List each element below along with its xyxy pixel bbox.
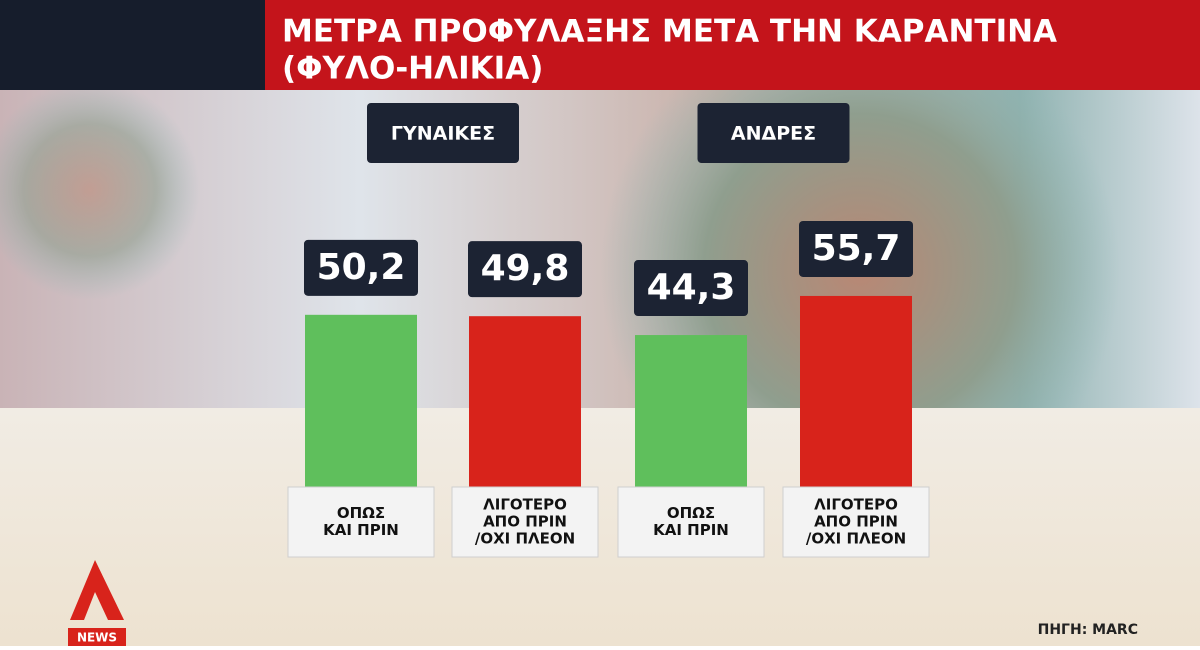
value-label-box xyxy=(634,260,748,317)
bar xyxy=(800,295,912,487)
logo-mark xyxy=(70,560,124,620)
value-label: 44,3 xyxy=(647,267,736,308)
group-label-box xyxy=(697,103,850,163)
value-label: 50,2 xyxy=(317,247,406,288)
category-box xyxy=(287,486,435,558)
value-label-box xyxy=(304,239,418,296)
x-tick-label: ΚΑΙ ΠΡΙΝ xyxy=(323,521,399,539)
virus-image xyxy=(0,80,200,300)
group-label: ΑΝΔΡΕΣ xyxy=(731,123,816,145)
x-tick-label: ΑΠΟ ΠΡΙΝ xyxy=(483,513,567,531)
logo-text: NEWS xyxy=(77,631,117,645)
chart-title: ΜΕΤΡΑ ΠΡΟΦΥΛΑΞΗΣ ΜΕΤΑ ΤΗΝ ΚΑΡΑΝΤΙΝΑ xyxy=(282,14,1057,50)
x-tick-label: ΛΙΓΟΤΕΡΟ xyxy=(483,496,567,514)
x-tick-label: ΟΠΩΣ xyxy=(337,504,385,522)
x-tick-label: /ΟΧΙ ΠΛΕΟΝ xyxy=(806,530,906,548)
x-tick-label: ΚΑΙ ΠΡΙΝ xyxy=(653,521,729,539)
bar xyxy=(305,314,417,487)
value-label: 55,7 xyxy=(812,228,901,269)
group-label-box xyxy=(367,103,519,163)
source: ΠΗΓΗ: MARC xyxy=(1038,622,1138,638)
title-banner xyxy=(265,0,1200,90)
x-tick-label: ΑΠΟ ΠΡΙΝ xyxy=(814,513,898,531)
category-box xyxy=(451,486,599,558)
value-label-box xyxy=(799,220,913,277)
x-tick-label: ΛΙΓΟΤΕΡΟ xyxy=(814,496,898,514)
group-label: ΓΥΝΑΙΚΕΣ xyxy=(391,123,495,145)
x-tick-label: ΟΠΩΣ xyxy=(667,504,715,522)
x-tick-label: /ΟΧΙ ΠΛΕΟΝ xyxy=(475,530,575,548)
value-label-box xyxy=(468,241,582,298)
category-box xyxy=(617,486,765,558)
floor xyxy=(0,408,1200,646)
chart-subtitle: (ΦΥΛΟ-ΗΛΙΚΙΑ) xyxy=(282,51,543,87)
logo-box xyxy=(68,628,126,646)
bar xyxy=(635,335,747,487)
category-box xyxy=(782,486,930,558)
bar xyxy=(469,316,581,487)
value-label: 49,8 xyxy=(481,248,570,289)
